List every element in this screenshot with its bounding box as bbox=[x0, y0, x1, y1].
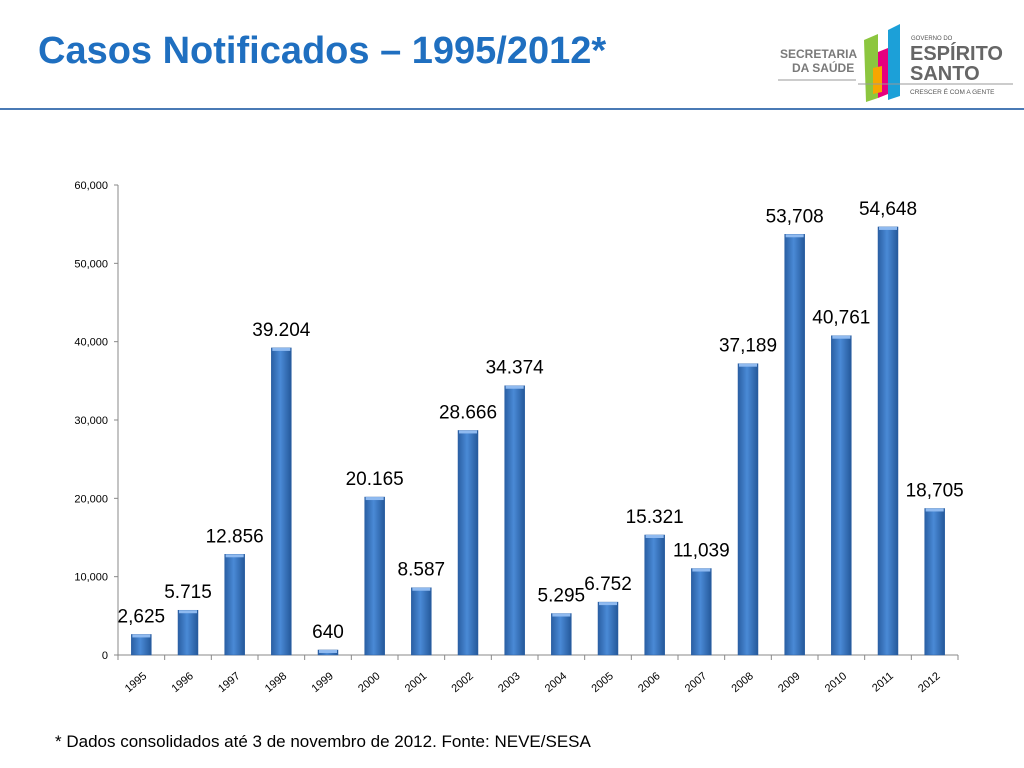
bar-highlight bbox=[319, 649, 337, 653]
bar bbox=[411, 587, 432, 656]
bar-highlight bbox=[832, 335, 851, 339]
logo-text: CRESCER É COM A GENTE bbox=[910, 87, 995, 96]
data-label: 53,708 bbox=[766, 206, 824, 227]
data-label: 2,625 bbox=[118, 606, 166, 627]
bar-highlight bbox=[692, 568, 711, 572]
bar-highlight bbox=[412, 587, 431, 591]
x-tick-label: 2011 bbox=[870, 670, 896, 694]
bar-highlight bbox=[785, 234, 804, 238]
y-tick-label: 60,000 bbox=[74, 180, 108, 192]
bar-highlight bbox=[552, 613, 571, 617]
bar bbox=[224, 554, 245, 656]
data-label: 39.204 bbox=[252, 320, 311, 341]
data-label: 5.715 bbox=[164, 582, 212, 603]
data-label: 5.295 bbox=[538, 586, 586, 607]
y-tick-label: 40,000 bbox=[74, 337, 108, 349]
logo-text: DA SAÚDE bbox=[792, 60, 854, 75]
data-label: 28.666 bbox=[439, 402, 497, 423]
slide-title: Casos Notificados – 1995/2012* bbox=[38, 30, 607, 72]
x-tick-label: 1997 bbox=[216, 670, 242, 695]
data-label: 640 bbox=[312, 622, 344, 643]
data-label: 18,705 bbox=[906, 480, 964, 501]
data-label: 40,761 bbox=[812, 308, 870, 329]
bar-highlight bbox=[599, 602, 617, 606]
data-label: 20.165 bbox=[346, 469, 404, 490]
x-tick-label: 2009 bbox=[776, 670, 802, 695]
bar bbox=[177, 609, 199, 656]
y-tick-label: 30,000 bbox=[74, 415, 108, 427]
bar bbox=[784, 234, 805, 656]
title-divider bbox=[0, 108, 1024, 110]
logo-text: ESPÍRITO bbox=[910, 42, 1003, 65]
data-label: 34.374 bbox=[486, 358, 545, 379]
x-tick-label: 2007 bbox=[683, 670, 709, 695]
bar bbox=[597, 601, 619, 656]
y-tick-label: 20,000 bbox=[74, 493, 108, 505]
bar-highlight bbox=[505, 385, 524, 389]
x-tick-label: 2001 bbox=[403, 670, 429, 695]
bar bbox=[877, 226, 899, 656]
x-tick-label: 2003 bbox=[496, 670, 522, 695]
x-tick-label: 1996 bbox=[169, 670, 195, 695]
logo-text: GOVERNO DO bbox=[911, 36, 953, 42]
bar bbox=[504, 385, 525, 656]
y-tick-label: 10,000 bbox=[74, 572, 108, 584]
bar-highlight bbox=[925, 508, 944, 512]
data-label: 8.587 bbox=[398, 560, 446, 581]
bar-highlight bbox=[645, 534, 664, 538]
data-label: 15.321 bbox=[626, 507, 684, 528]
logo-text: SECRETARIA bbox=[780, 47, 857, 61]
logo-text: SANTO bbox=[910, 63, 980, 85]
bar bbox=[271, 347, 292, 656]
bar bbox=[364, 496, 385, 656]
data-label: 6.752 bbox=[584, 574, 632, 595]
bar-highlight bbox=[879, 226, 897, 230]
bar bbox=[551, 613, 572, 656]
x-tick-label: 2006 bbox=[636, 670, 662, 695]
bar-highlight bbox=[739, 363, 757, 367]
logo: SECRETARIA DA SAÚDE GOVERNO DO ESPÍRITO … bbox=[778, 18, 1018, 104]
data-label: 54,648 bbox=[859, 199, 917, 220]
bar bbox=[737, 363, 759, 656]
bar bbox=[691, 568, 712, 656]
x-tick-label: 1995 bbox=[123, 670, 149, 695]
data-label: 37,189 bbox=[719, 336, 777, 357]
bar-highlight bbox=[272, 347, 291, 351]
bar-highlight bbox=[365, 497, 384, 501]
x-tick-label: 2004 bbox=[543, 670, 569, 695]
bar bbox=[131, 634, 152, 656]
x-tick-label: 1999 bbox=[309, 670, 335, 695]
bar bbox=[831, 335, 852, 656]
bar-highlight bbox=[179, 610, 197, 614]
x-tick-label: 2000 bbox=[356, 670, 382, 695]
bar bbox=[924, 508, 945, 656]
footnote: * Dados consolidados até 3 de novembro d… bbox=[55, 732, 591, 751]
x-tick-label: 2012 bbox=[916, 670, 942, 695]
data-label: 11,039 bbox=[673, 541, 730, 562]
bar-highlight bbox=[225, 554, 244, 558]
y-tick-label: 50,000 bbox=[74, 258, 108, 270]
data-label: 12.856 bbox=[206, 526, 264, 547]
y-tick-label: 0 bbox=[102, 650, 108, 662]
x-tick-label: 2008 bbox=[729, 670, 755, 695]
x-tick-label: 2010 bbox=[823, 670, 849, 695]
x-tick-label: 2005 bbox=[589, 670, 615, 695]
bar bbox=[644, 534, 665, 656]
bar-highlight bbox=[459, 430, 477, 434]
x-tick-label: 1998 bbox=[263, 670, 289, 695]
bar-highlight bbox=[132, 634, 151, 638]
x-tick-label: 2002 bbox=[449, 670, 475, 695]
bar bbox=[457, 430, 479, 656]
